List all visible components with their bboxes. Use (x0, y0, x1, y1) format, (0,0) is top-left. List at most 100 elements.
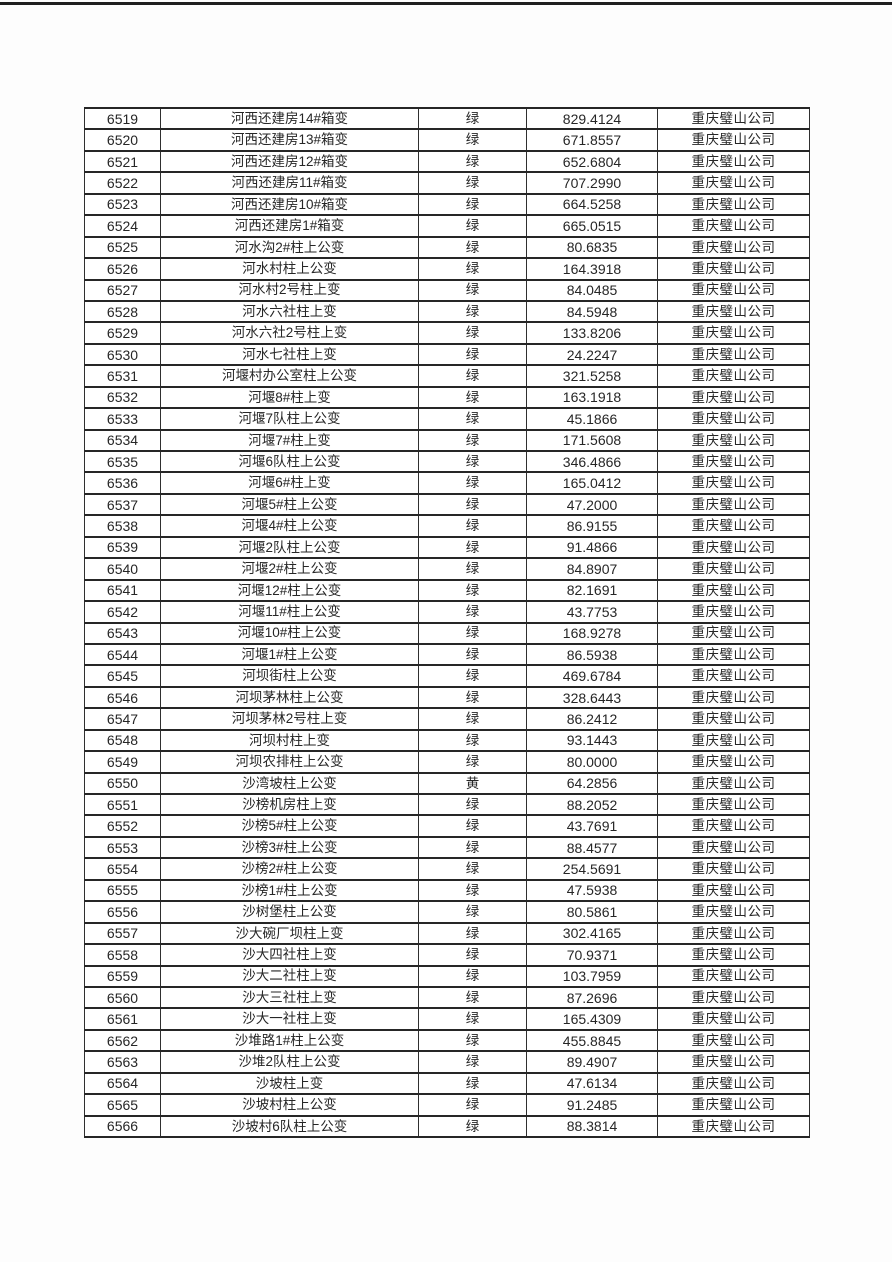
cell-station-name: 沙大三社柱上变 (160, 985, 419, 1010)
cell-value: 43.7691 (526, 814, 658, 838)
cell-company: 重庆璧山公司 (657, 642, 810, 667)
cell-company: 重庆璧山公司 (657, 1093, 810, 1117)
cell-station-name: 河堰12#柱上公变 (160, 578, 419, 603)
table-row: 6548 河坝村柱上变绿 93.1443 重庆璧山公司 (84, 728, 810, 753)
table-row: 6545 河坝街柱上公变绿 469.6784 重庆璧山公司 (84, 664, 810, 688)
cell-serial: 6561 (84, 1007, 161, 1031)
cell-value: 665.0515 (526, 214, 658, 238)
cell-company: 重庆璧山公司 (657, 214, 810, 238)
cell-serial: 6525 (84, 235, 161, 260)
cell-value: 88.3814 (526, 1114, 658, 1139)
cell-value: 171.5608 (526, 428, 658, 453)
cell-value: 87.2696 (526, 985, 658, 1010)
cell-company: 重庆璧山公司 (657, 964, 810, 988)
table-row: 6537 河堰5#柱上公变绿 47.2000 重庆璧山公司 (84, 492, 810, 517)
table-row: 6561 沙大一社柱上变绿 165.4309 重庆璧山公司 (84, 1007, 810, 1031)
cell-serial: 6539 (84, 535, 161, 560)
page-top-rule (0, 2, 892, 5)
cell-status: 绿 (418, 514, 527, 538)
cell-status: 绿 (418, 235, 527, 260)
cell-station-name: 沙湾坡柱上公变 (160, 771, 419, 796)
cell-station-name: 河堰4#柱上公变 (160, 514, 419, 538)
table-row: 6560 沙大三社柱上变绿 87.2696 重庆璧山公司 (84, 985, 810, 1010)
cell-station-name: 河坝街柱上公变 (160, 664, 419, 688)
cell-serial: 6537 (84, 492, 161, 517)
cell-station-name: 河西还建房14#箱变 (160, 106, 419, 131)
cell-serial: 6565 (84, 1093, 161, 1117)
cell-value: 455.8845 (526, 1028, 658, 1053)
cell-company: 重庆璧山公司 (657, 171, 810, 195)
table-row: 6551 沙榜机房柱上变绿 88.2052 重庆璧山公司 (84, 792, 810, 817)
cell-value: 80.6835 (526, 235, 658, 260)
cell-serial: 6546 (84, 685, 161, 710)
cell-company: 重庆璧山公司 (657, 1071, 810, 1096)
cell-status: 绿 (418, 214, 527, 238)
cell-serial: 6552 (84, 814, 161, 838)
cell-station-name: 沙榜机房柱上变 (160, 792, 419, 817)
cell-status: 绿 (418, 471, 527, 495)
cell-serial: 6541 (84, 578, 161, 603)
cell-serial: 6563 (84, 1050, 161, 1074)
table-row: 6554 沙榜2#柱上公变绿 254.5691 重庆璧山公司 (84, 857, 810, 881)
cell-value: 64.2856 (526, 771, 658, 796)
table-row: 6530 河水七社柱上变绿 24.2247 重庆璧山公司 (84, 342, 810, 367)
cell-status: 绿 (418, 278, 527, 302)
cell-status: 绿 (418, 385, 527, 410)
cell-company: 重庆璧山公司 (657, 128, 810, 152)
cell-serial: 6547 (84, 707, 161, 731)
cell-value: 165.4309 (526, 1007, 658, 1031)
cell-company: 重庆璧山公司 (657, 557, 810, 581)
cell-serial: 6531 (84, 364, 161, 388)
cell-status: 绿 (418, 535, 527, 560)
cell-value: 469.6784 (526, 664, 658, 688)
cell-value: 88.4577 (526, 835, 658, 860)
cell-status: 绿 (418, 149, 527, 174)
table-row: 6535 河堰6队柱上公变绿 346.4866 重庆璧山公司 (84, 449, 810, 474)
cell-value: 47.5938 (526, 878, 658, 903)
cell-status: 绿 (418, 1028, 527, 1053)
cell-serial: 6543 (84, 621, 161, 645)
cell-serial: 6523 (84, 192, 161, 217)
table-row: 6547 河坝茅林2号柱上变绿 86.2412 重庆璧山公司 (84, 707, 810, 731)
table-row: 6552 沙榜5#柱上公变绿 43.7691 重庆璧山公司 (84, 814, 810, 838)
cell-serial: 6521 (84, 149, 161, 174)
cell-station-name: 河堰6#柱上变 (160, 471, 419, 495)
cell-serial: 6550 (84, 771, 161, 796)
cell-status: 绿 (418, 750, 527, 774)
cell-value: 91.4866 (526, 535, 658, 560)
table-row: 6526 河水村柱上公变绿 164.3918 重庆璧山公司 (84, 257, 810, 281)
cell-status: 绿 (418, 342, 527, 367)
cell-value: 328.6443 (526, 685, 658, 710)
cell-serial: 6549 (84, 750, 161, 774)
cell-serial: 6535 (84, 449, 161, 474)
cell-status: 绿 (418, 664, 527, 688)
cell-station-name: 沙榜5#柱上公变 (160, 814, 419, 838)
table-row: 6544 河堰1#柱上公变绿 86.5938 重庆璧山公司 (84, 642, 810, 667)
cell-value: 163.1918 (526, 385, 658, 410)
cell-station-name: 河水六社柱上变 (160, 299, 419, 324)
table-row: 6538 河堰4#柱上公变绿 86.9155 重庆璧山公司 (84, 514, 810, 538)
cell-company: 重庆璧山公司 (657, 342, 810, 367)
cell-company: 重庆璧山公司 (657, 514, 810, 538)
cell-value: 84.8907 (526, 557, 658, 581)
cell-value: 84.5948 (526, 299, 658, 324)
cell-status: 绿 (418, 621, 527, 645)
cell-station-name: 沙大一社柱上变 (160, 1007, 419, 1031)
cell-station-name: 河水村2号柱上变 (160, 278, 419, 302)
cell-status: 绿 (418, 985, 527, 1010)
cell-station-name: 河水村柱上公变 (160, 257, 419, 281)
cell-serial: 6533 (84, 407, 161, 431)
cell-company: 重庆璧山公司 (657, 149, 810, 174)
cell-company: 重庆璧山公司 (657, 600, 810, 624)
cell-status: 绿 (418, 428, 527, 453)
cell-station-name: 河坝农排柱上公变 (160, 750, 419, 774)
table-row: 6550 沙湾坡柱上公变黄 64.2856 重庆璧山公司 (84, 771, 810, 796)
cell-serial: 6542 (84, 600, 161, 624)
cell-company: 重庆璧山公司 (657, 192, 810, 217)
cell-status: 黄 (418, 771, 527, 796)
cell-value: 664.5258 (526, 192, 658, 217)
table-row: 6531 河堰村办公室柱上公变绿 321.5258 重庆璧山公司 (84, 364, 810, 388)
cell-serial: 6536 (84, 471, 161, 495)
cell-station-name: 河坝茅林2号柱上变 (160, 707, 419, 731)
cell-value: 652.6804 (526, 149, 658, 174)
